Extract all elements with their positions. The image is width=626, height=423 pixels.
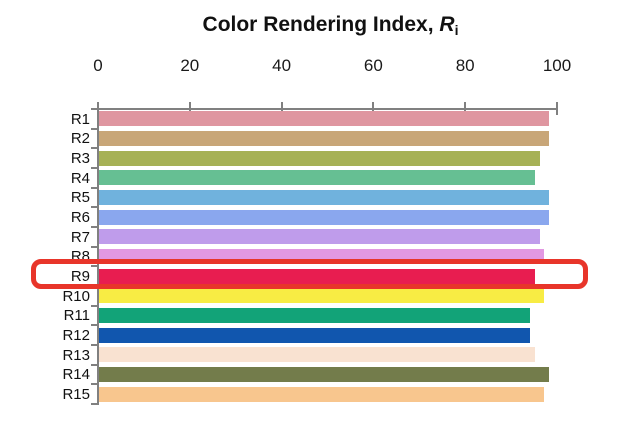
y-tick: [91, 167, 98, 169]
bar-r1: [99, 111, 549, 127]
x-tick: [188, 102, 191, 115]
bar-r3: [99, 150, 540, 166]
x-tick-label: 60: [363, 56, 383, 75]
bar-r12: [99, 327, 531, 343]
y-tick: [91, 324, 98, 327]
y-tick: [91, 265, 98, 268]
bar-r11: [99, 308, 531, 324]
y-axis-line: [97, 108, 99, 405]
bar-r5: [99, 190, 549, 206]
x-tick: [97, 102, 99, 115]
bar-r15: [99, 386, 545, 402]
x-tick: [372, 102, 375, 115]
y-tick: [91, 206, 98, 209]
chart-title-subscript: i: [454, 22, 459, 38]
x-axis-line: [97, 108, 558, 110]
highlight-box: [31, 258, 588, 290]
bar-r13: [99, 347, 536, 363]
category-label-r12: R12: [62, 326, 90, 344]
bar-r14: [99, 367, 549, 383]
bar-r4: [99, 170, 536, 186]
y-tick: [91, 127, 98, 130]
category-label-r4: R4: [70, 169, 90, 187]
x-tick-label: 40: [272, 56, 292, 75]
category-label-r3: R3: [70, 149, 90, 167]
bar-r2: [99, 131, 549, 147]
y-tick: [91, 363, 98, 366]
y-tick: [91, 186, 98, 189]
x-tick: [280, 102, 283, 115]
category-label-r5: R5: [70, 189, 90, 207]
bar-r7: [99, 229, 540, 245]
category-label-r10: R10: [62, 287, 90, 305]
category-label-r14: R14: [62, 366, 90, 384]
x-tick: [464, 102, 467, 115]
x-tick-label: 20: [180, 56, 200, 75]
category-label-r9: R9: [70, 267, 90, 285]
category-label-r13: R13: [62, 346, 90, 364]
y-tick: [91, 403, 98, 405]
y-tick: [91, 108, 98, 110]
y-tick: [91, 304, 98, 307]
y-tick: [91, 344, 98, 346]
category-label-r7: R7: [70, 228, 90, 246]
chart-title: Color Rendering Index, Ri: [35, 13, 626, 38]
category-label-r11: R11: [63, 307, 90, 325]
x-tick-label: 80: [455, 56, 475, 75]
chart-title-symbol: R: [439, 13, 455, 36]
bar-r10: [99, 288, 545, 304]
y-tick: [91, 147, 98, 150]
bar-r9: [99, 268, 536, 284]
category-label-r15: R15: [62, 385, 90, 403]
x-tick-label: 100: [542, 56, 572, 75]
y-tick: [91, 245, 98, 248]
category-label-r2: R2: [70, 130, 90, 148]
y-tick: [91, 383, 98, 386]
category-label-r1: R1: [70, 110, 90, 128]
x-tick-label: 0: [93, 56, 103, 75]
y-tick: [91, 226, 98, 228]
chart-title-text: Color Rendering Index,: [202, 13, 440, 36]
bar-r6: [99, 209, 549, 225]
category-label-r6: R6: [70, 208, 90, 226]
x-tick: [556, 102, 558, 115]
